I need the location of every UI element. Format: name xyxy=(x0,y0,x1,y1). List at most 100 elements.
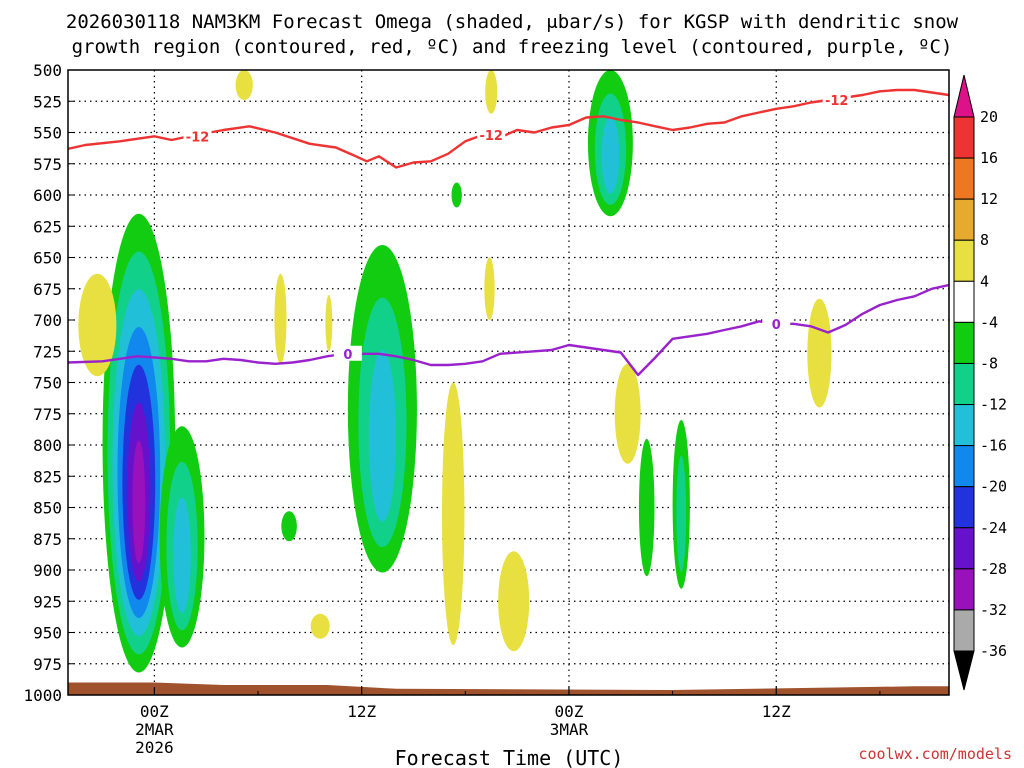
colorbar-label-8: -16 xyxy=(980,437,1007,455)
colorbar-band-6 xyxy=(953,362,975,406)
plot-frame xyxy=(67,69,950,696)
colorbar-band-4 xyxy=(953,280,975,323)
x-tick-label-1-0: 12Z xyxy=(347,702,376,721)
colorbar-label-5: -4 xyxy=(980,313,998,331)
x-tick-label-2-1: 3MAR xyxy=(550,720,589,739)
x-axis-title: Forecast Time (UTC) xyxy=(395,746,624,768)
y-tick-label-875: 875 xyxy=(33,530,62,549)
colorbar-band-12 xyxy=(953,609,975,652)
colorbar-band-10 xyxy=(953,527,975,570)
omega-mark-descent-2mar-17z-0 xyxy=(484,257,495,320)
colorbar-label-4: 4 xyxy=(980,272,989,290)
terrain-fill xyxy=(68,682,949,695)
colorbar-band-5 xyxy=(953,321,975,364)
x-tick-label-0-0: 00Z xyxy=(140,702,169,721)
omega-mark-descent-3mar-03z-0 xyxy=(614,363,641,464)
omega-mark-descent-2mar-21z-b-0 xyxy=(498,551,530,652)
colorbar-bottom-arrow xyxy=(953,650,975,691)
omega-mark-descent-2mar-10z-0 xyxy=(325,295,333,352)
contour-freezing-line-label-1: 0 xyxy=(772,318,781,333)
y-tick-label-650: 650 xyxy=(33,249,62,268)
contour-minus12-line-label-bg-0 xyxy=(183,128,212,144)
y-tick-label-925: 925 xyxy=(33,592,62,611)
contour-minus12-line-label-1: -12 xyxy=(479,129,503,144)
omega-mark-descent-3mar-15z-0 xyxy=(807,298,832,408)
y-axis-pressure: 500 525 550 575 600 625 650 675 700 725 750 775 800 8… xyxy=(23,61,74,705)
contour-freezing-line-label-0: 0 xyxy=(343,348,352,363)
omega-mark-descent-2mar-21z-0 xyxy=(78,273,117,377)
y-tick-label-500: 500 xyxy=(33,61,62,80)
colorbar-label-2: 12 xyxy=(980,190,998,208)
y-tick-label-550: 550 xyxy=(33,124,62,143)
colorbar-label-13: -36 xyxy=(980,642,1007,660)
omega-mark-descent-2mar-09z-0 xyxy=(310,613,330,639)
colorbar-label-0: 20 xyxy=(980,108,998,126)
omega-mark-ascent-3mar-00z-upper-2 xyxy=(601,117,620,194)
credit-text: coolwx.com/models xyxy=(858,745,1012,763)
y-tick-label-1000: 1000 xyxy=(23,686,62,705)
omega-mark-ascent-3mar-06z-1 xyxy=(676,455,687,572)
omega-mark-ascent-small-2mar-17z-0 xyxy=(451,182,462,208)
colorbar-band-0 xyxy=(953,116,975,159)
colorbar-label-10: -24 xyxy=(980,519,1007,537)
omega-mark-descent-2mar-16z-0 xyxy=(441,382,465,645)
x-tick-label-0-2: 2026 xyxy=(135,738,174,757)
contour-minus12-line xyxy=(68,88,949,169)
omega-mark-ascent-2mar-12z-2 xyxy=(368,350,397,522)
y-tick-label-800: 800 xyxy=(33,436,62,455)
contour-freezing-line xyxy=(68,283,949,377)
colorbar-label-9: -20 xyxy=(980,478,1007,496)
colorbar-label-3: 8 xyxy=(980,231,989,249)
y-tick-label-850: 850 xyxy=(33,499,62,518)
contour-minus12-line-label-2: -12 xyxy=(825,94,849,109)
colorbar-band-2 xyxy=(953,198,975,241)
colorbar: 20 16 12 8 4 -4 -8 -12 -16 -20 -24 -28 -32 -36 xyxy=(953,74,1007,691)
temperature-contours: -12 -12 -12 0 0 xyxy=(68,88,949,377)
colorbar-label-1: 16 xyxy=(980,149,998,167)
y-tick-label-700: 700 xyxy=(33,311,62,330)
colorbar-label-12: -32 xyxy=(980,601,1007,619)
terrain-area xyxy=(68,682,949,695)
omega-mark-descent-2mar-05z-0 xyxy=(235,70,253,100)
colorbar-label-6: -8 xyxy=(980,354,998,372)
y-tick-label-725: 725 xyxy=(33,342,62,361)
x-tick-label-2-0: 00Z xyxy=(555,702,584,721)
colorbar-band-1 xyxy=(953,157,975,200)
colorbar-band-3 xyxy=(953,239,975,282)
omega-mark-ascent-lobe-2mar-01z-2 xyxy=(173,497,191,614)
omega-mark-descent-2mar-17z-upper-0 xyxy=(485,70,498,114)
y-tick-label-600: 600 xyxy=(33,186,62,205)
y-tick-label-625: 625 xyxy=(33,217,62,236)
colorbar-label-7: -12 xyxy=(980,396,1007,414)
contour-minus12-line-label-bg-2 xyxy=(822,92,851,107)
colorbar-band-7 xyxy=(953,404,975,447)
omega-mark-ascent-core-2mar-00z-6 xyxy=(132,440,146,564)
colorbar-band-8 xyxy=(953,445,975,488)
y-tick-label-575: 575 xyxy=(33,155,62,174)
contour-minus12-line-label-bg-1 xyxy=(477,127,506,142)
omega-mark-ascent-3mar-04z-0 xyxy=(638,438,655,577)
y-tick-label-975: 975 xyxy=(33,655,62,674)
y-tick-label-825: 825 xyxy=(33,467,62,486)
contour-minus12-line-label-0: -12 xyxy=(186,130,210,145)
colorbar-band-9 xyxy=(953,486,975,529)
y-tick-label-750: 750 xyxy=(33,374,62,393)
y-tick-label-950: 950 xyxy=(33,624,62,643)
y-tick-label-675: 675 xyxy=(33,280,62,299)
contour-freezing-line-label-bg-0 xyxy=(333,345,362,361)
y-tick-label-525: 525 xyxy=(33,92,62,111)
y-tick-label-900: 900 xyxy=(33,561,62,580)
colorbar-band-11 xyxy=(953,568,975,611)
colorbar-label-11: -28 xyxy=(980,560,1007,578)
omega-shading xyxy=(78,70,832,673)
y-tick-label-775: 775 xyxy=(33,405,62,424)
colorbar-top-arrow xyxy=(953,74,975,118)
x-tick-label-0-1: 2MAR xyxy=(135,720,174,739)
x-tick-label-3-0: 12Z xyxy=(762,702,791,721)
omega-mark-descent-2mar-07z-0 xyxy=(274,273,287,364)
omega-mark-ascent-small-2mar-07z-0 xyxy=(281,511,297,542)
chart-title-line2: growth region (contoured, red, ºC) and f… xyxy=(72,36,953,58)
contour-freezing-line-label-bg-1 xyxy=(762,315,791,331)
